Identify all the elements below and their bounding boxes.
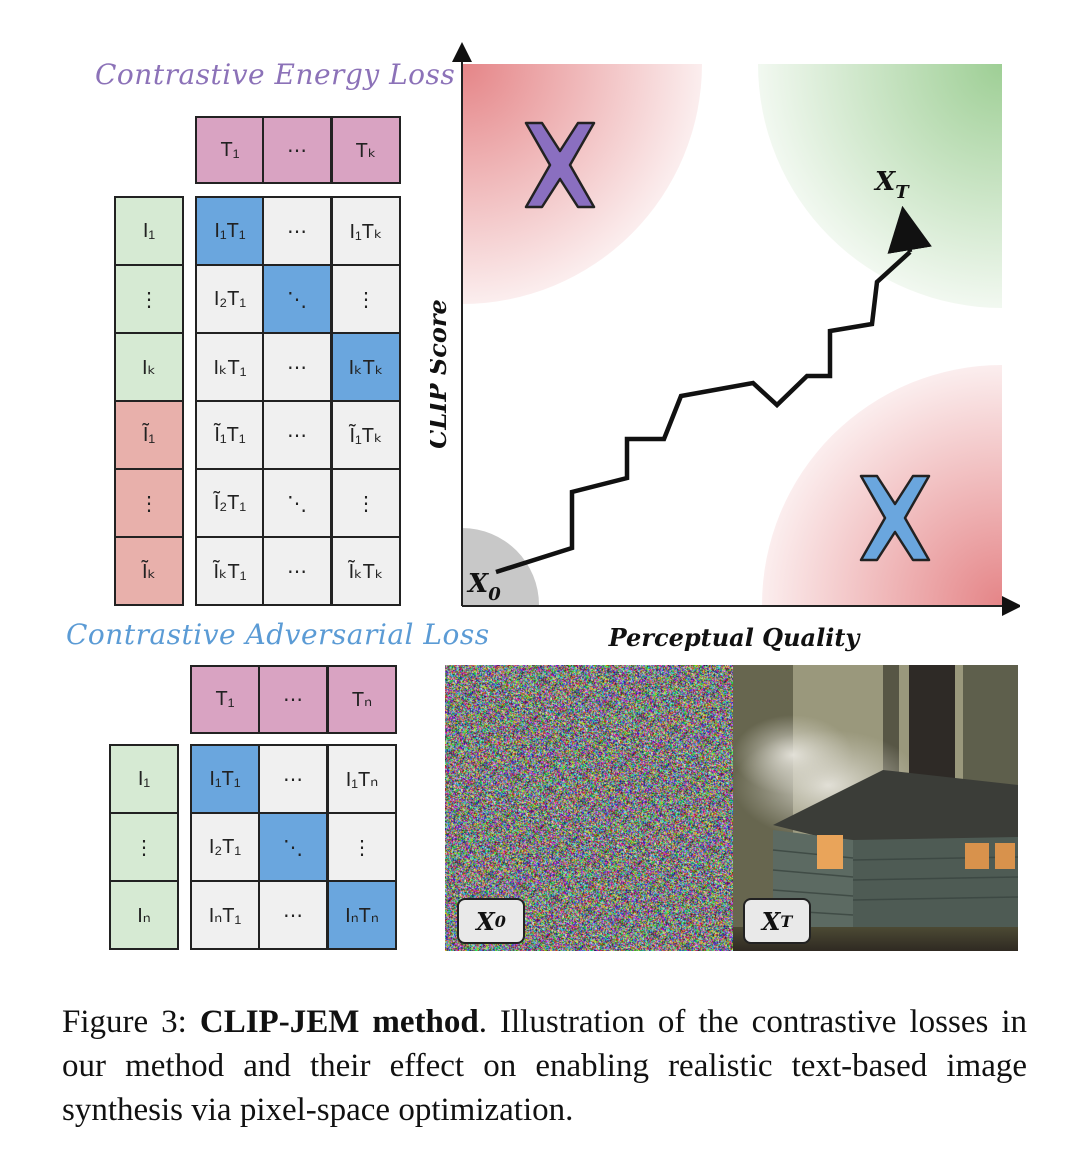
header-cell: T₁ (190, 665, 260, 734)
row-label-cell: ⋮ (114, 468, 184, 538)
matrix-cell: IₙTₙ (327, 880, 397, 950)
optimization-path (495, 250, 912, 575)
end-point-label: XT (873, 167, 910, 203)
matrix-cell: IₖTₖ (331, 332, 401, 402)
matrix-cell: ⋯ (262, 536, 332, 606)
matrix-cell: ĨₖT₁ (195, 536, 265, 606)
matrix-cell: I₁Tₙ (327, 744, 397, 814)
matrix-cell: ⋯ (258, 744, 328, 814)
matrix-cell: Ĩ₁Tₖ (331, 400, 401, 470)
matrix-cell: I₂T₁ (195, 264, 265, 334)
start-point-label: X0 (466, 569, 501, 605)
matrix-cell: ⋯ (262, 196, 332, 266)
cross-icon-purple (524, 121, 596, 209)
header-cell: Tₙ (327, 665, 397, 734)
header-cell: Tₖ (331, 116, 401, 184)
row-label-cell: I₁ (114, 196, 184, 266)
matrix-cell: I₂T₁ (190, 812, 260, 882)
cross-icon-blue (859, 474, 931, 562)
x-axis-label: Perceptual Quality (608, 623, 862, 652)
matrix-cell: ⋮ (331, 468, 401, 538)
good-region-top-right (758, 64, 1002, 308)
row-label-cell: Iₙ (109, 880, 179, 950)
row-label-cell: Iₖ (114, 332, 184, 402)
matrix-cell: IₙT₁ (190, 880, 260, 950)
matrix-cell: ⋱ (262, 468, 332, 538)
row-label-cell: ⋮ (109, 812, 179, 882)
matrix-cell: ⋮ (327, 812, 397, 882)
matrix-cell: ĨₖTₖ (331, 536, 401, 606)
energy-loss-title: Contrastive Energy Loss (95, 58, 456, 91)
start-region (462, 528, 539, 605)
matrix-cell: ⋱ (258, 812, 328, 882)
row-label-cell: Ĩₖ (114, 536, 184, 606)
matrix-cell: I₁T₁ (190, 744, 260, 814)
matrix-cell: ⋱ (262, 264, 332, 334)
adversarial-loss-title: Contrastive Adversarial Loss (66, 618, 490, 651)
matrix-cell: I₁T₁ (195, 196, 265, 266)
matrix-cell: ⋯ (262, 400, 332, 470)
matrix-cell: I₁Tₖ (331, 196, 401, 266)
matrix-cell: ⋯ (262, 332, 332, 402)
matrix-cell: Ĩ₂T₁ (195, 468, 265, 538)
matrix-cell: ⋮ (331, 264, 401, 334)
row-label-cell: I₁ (109, 744, 179, 814)
y-axis-label: CLIP Score (430, 299, 452, 448)
matrix-cell: ⋯ (258, 880, 328, 950)
row-label-cell: ⋮ (114, 264, 184, 334)
header-cell: T₁ (195, 116, 265, 184)
header-cell: ⋯ (262, 116, 332, 184)
matrix-cell: Ĩ₁T₁ (195, 400, 265, 470)
clip-score-plot: X0 XT CLIP Score Perceptual Quality (430, 42, 1020, 652)
header-cell: ⋯ (258, 665, 328, 734)
figure-caption: Figure 3: CLIP-JEM method. Illustration … (62, 1004, 1027, 1128)
matrix-cell: IₖT₁ (195, 332, 265, 402)
row-label-cell: Ĩ₁ (114, 400, 184, 470)
path-arrow (887, 205, 932, 254)
